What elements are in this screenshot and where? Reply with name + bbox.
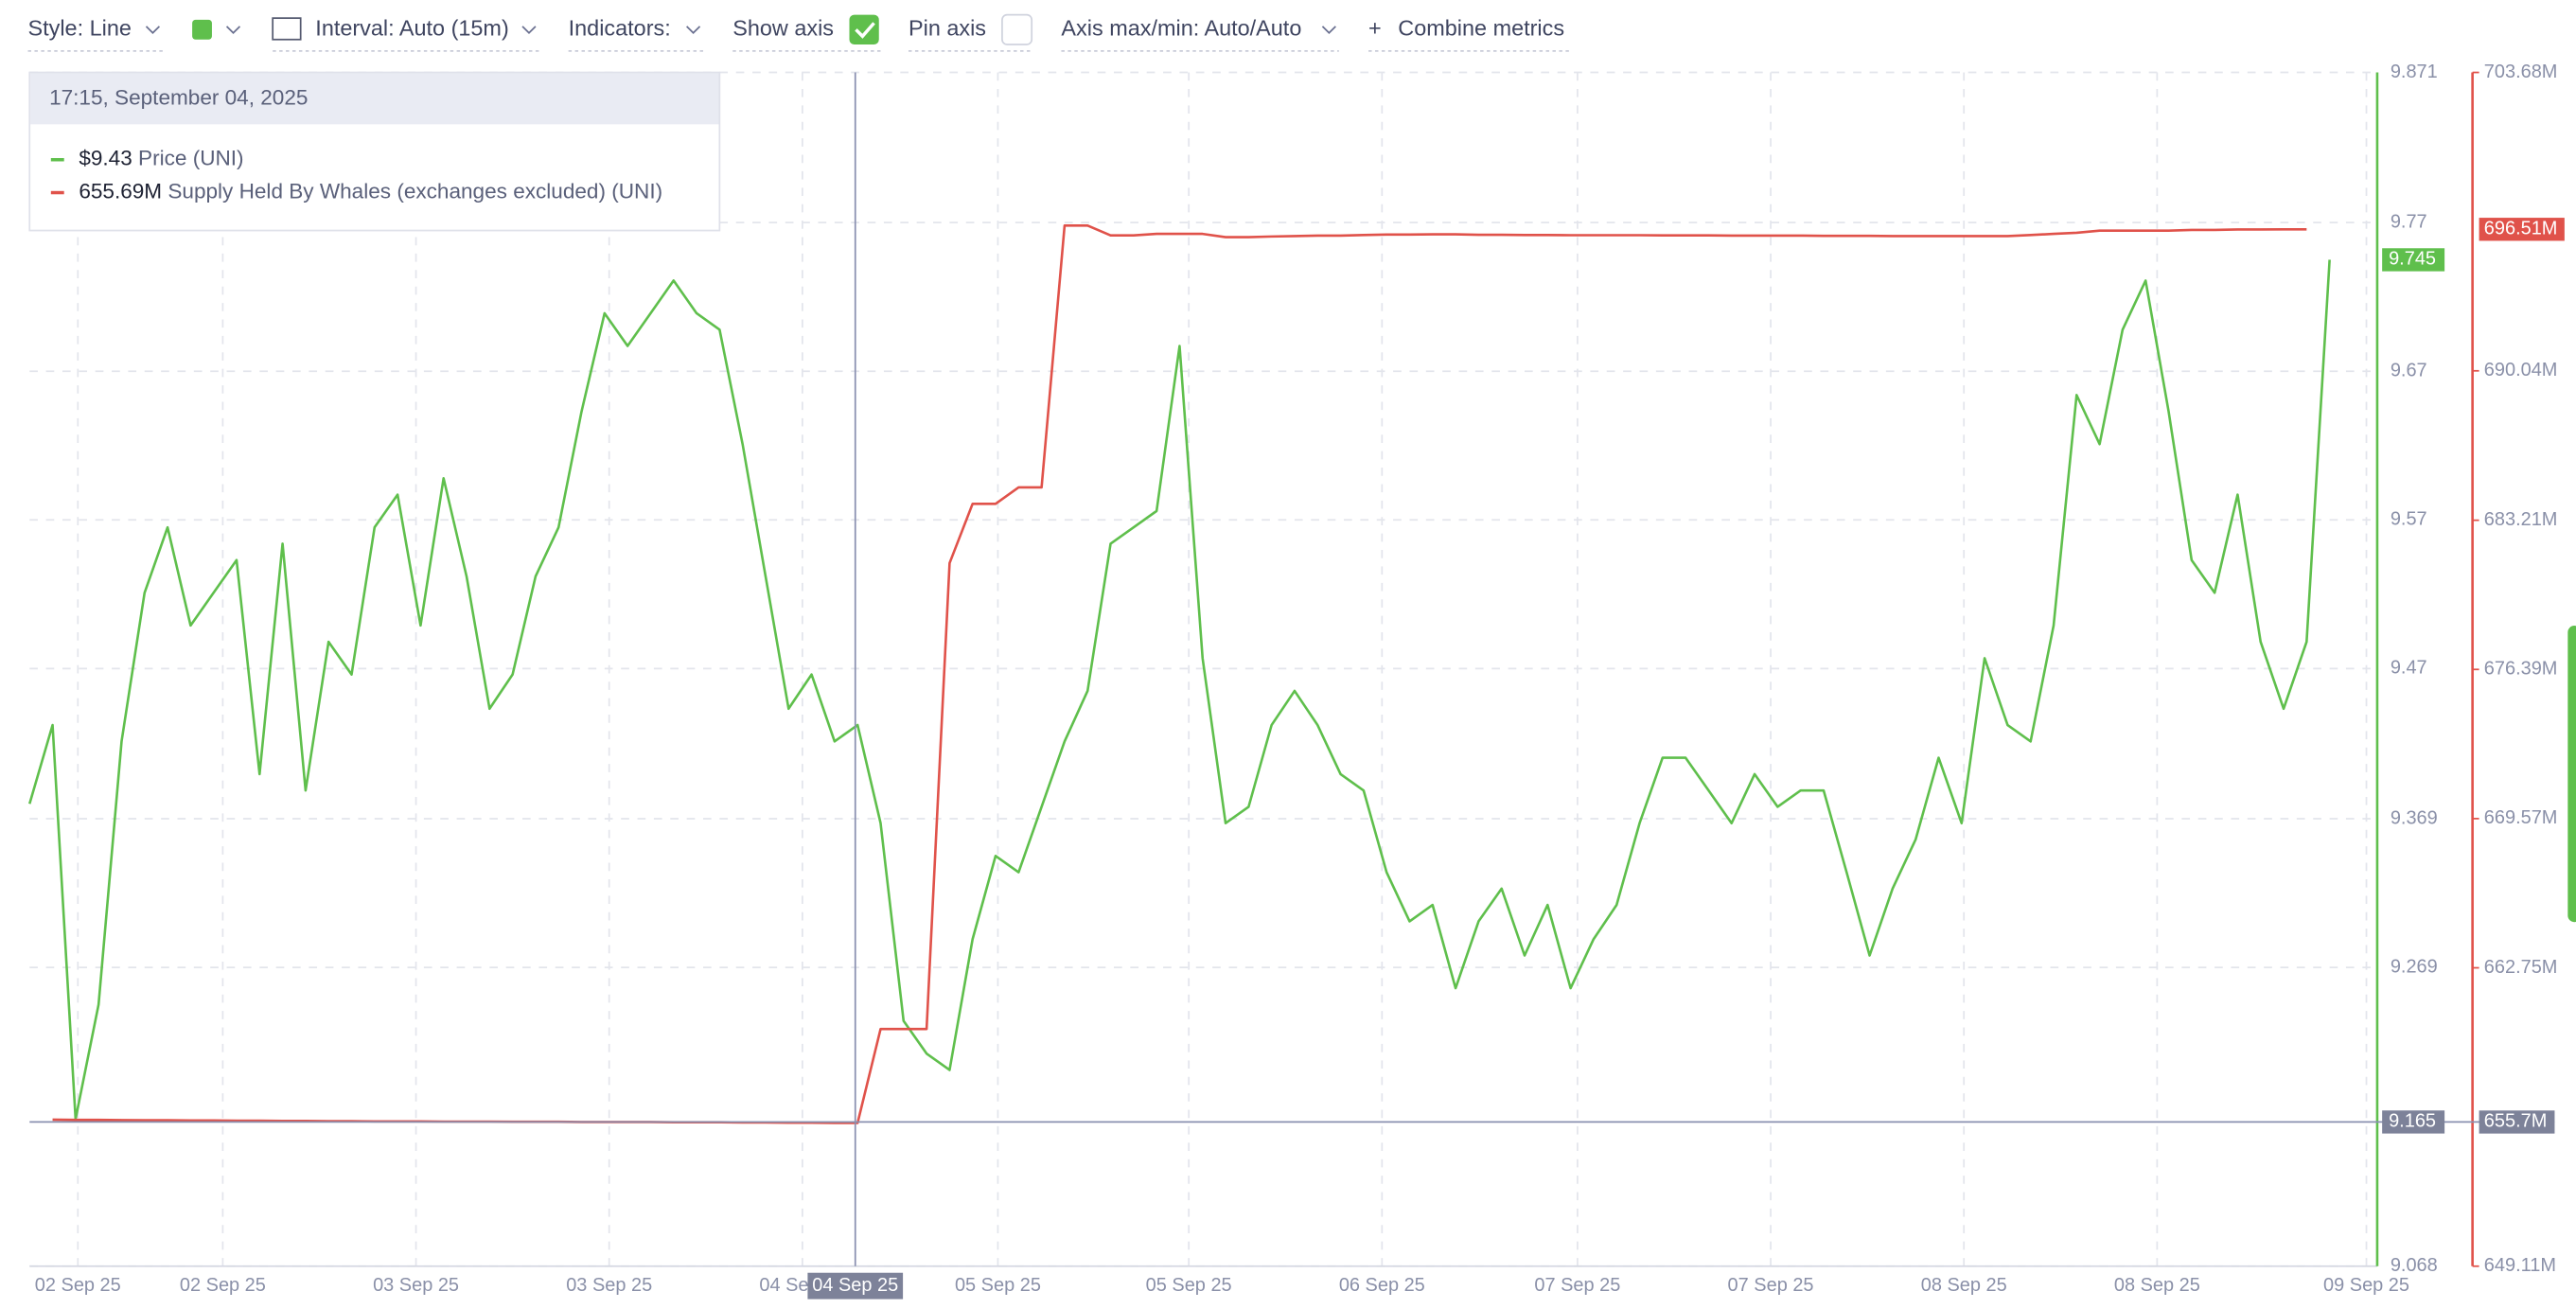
y-tick-label: 9.871 <box>2391 62 2438 82</box>
color-swatch[interactable] <box>192 19 212 40</box>
plot: 02 Sep 25 02 Sep 25 03 Sep 25 03 Sep 25 04 S… <box>27 62 2565 1300</box>
crosshair-y-badge <box>2382 1110 2445 1134</box>
x-tick-label: 08 Sep 25 <box>1921 1275 2007 1296</box>
last-price-label: 9.745 <box>2389 249 2436 270</box>
interval-icon <box>272 17 302 41</box>
x-tick-label: 07 Sep 25 <box>1534 1275 1620 1296</box>
x-tick-label: 06 Sep 25 <box>1339 1275 1425 1296</box>
chevron <box>225 26 241 35</box>
chevron <box>686 26 701 35</box>
last-price-badge <box>2382 248 2445 272</box>
tooltip-value: $9.43 <box>79 147 132 170</box>
tooltip-header <box>30 73 719 125</box>
crosshair-x-label: 04 Sep 25 <box>812 1275 898 1296</box>
y2-tick-label: 676.39M <box>2484 659 2558 680</box>
y2-tick-label: 703.68M <box>2484 62 2558 82</box>
y2-tick-label: 669.57M <box>2484 807 2558 828</box>
pin-axis-checkbox[interactable] <box>1001 13 1033 45</box>
side-tab[interactable] <box>2567 626 2576 923</box>
y-tick-label: 9.369 <box>2391 807 2438 828</box>
y2-tick-label: 649.11M <box>2484 1255 2556 1276</box>
y-tick-label: 9.47 <box>2391 658 2427 679</box>
axis-range-select[interactable]: Axis max/min: Auto/Auto <box>1061 16 1301 41</box>
tooltip-time: 17:15, September 04, 2025 <box>49 85 308 109</box>
series-line <box>27 259 2331 1121</box>
crosshair-y-label: 9.165 <box>2389 1111 2436 1132</box>
y-tick-label: 9.57 <box>2391 509 2427 530</box>
x-tick-label: 07 Sep 25 <box>1728 1275 1814 1296</box>
chevron <box>145 26 161 35</box>
y-tick-label: 9.068 <box>2391 1255 2438 1276</box>
tooltip-row: $9.43 Price (UNI) <box>79 147 243 170</box>
tooltip-series: Price (UNI) <box>138 147 244 170</box>
tooltip: 17:15, September 04, 2025 $9.43 Price (U… <box>28 71 721 232</box>
y2-tick-label: 683.21M <box>2484 509 2558 530</box>
plus-icon: + <box>1368 16 1382 41</box>
x-tick-label: 09 Sep 25 <box>2323 1275 2409 1296</box>
interval-select[interactable]: Interval: Auto (15m) <box>315 16 508 41</box>
chevron <box>521 26 537 35</box>
tooltip-value: 655.69M <box>79 179 162 203</box>
x-tick-label: 05 Sep 25 <box>1146 1275 1232 1296</box>
y-tick-label: 9.77 <box>2391 211 2427 232</box>
y2-tick-label: 690.04M <box>2484 360 2558 380</box>
tooltip-series: Supply Held By Whales (exchanges exclude… <box>168 179 662 203</box>
show-axis-checkbox[interactable] <box>849 14 879 44</box>
tooltip-row: 655.69M Supply Held By Whales (exchanges… <box>79 179 662 203</box>
check <box>855 22 875 39</box>
combine-metrics-button[interactable]: Combine metrics <box>1398 16 1564 41</box>
style-select[interactable]: Style: Line <box>28 16 132 41</box>
last-supply-badge <box>2479 218 2565 241</box>
chevron <box>1321 26 1336 35</box>
x-tick-label: 03 Sep 25 <box>373 1275 459 1296</box>
indicators-select[interactable]: Indicators: <box>569 16 671 41</box>
crosshair-x-badge <box>807 1272 904 1300</box>
pin-axis-label: Pin axis <box>909 16 986 41</box>
crosshair-y2-label: 655.7M <box>2484 1111 2548 1132</box>
show-axis-label: Show axis <box>732 16 834 41</box>
y-tick-label: 9.67 <box>2391 361 2427 381</box>
x-tick-label: 05 Sep 25 <box>955 1275 1041 1296</box>
x-tick-label: 02 Sep 25 <box>35 1275 121 1296</box>
x-tick-label: 03 Sep 25 <box>566 1275 652 1296</box>
last-supply-label: 696.51M <box>2484 219 2558 239</box>
toolbar: Style: Line Interval: Auto (15m) Indicat… <box>27 13 1569 52</box>
crosshair-y2-badge <box>2479 1110 2555 1134</box>
x-tick-label: 02 Sep 25 <box>180 1275 266 1296</box>
y-tick-label: 9.269 <box>2391 956 2438 977</box>
x-tick-label: 08 Sep 25 <box>2114 1275 2200 1296</box>
y2-tick-label: 662.75M <box>2484 957 2558 978</box>
